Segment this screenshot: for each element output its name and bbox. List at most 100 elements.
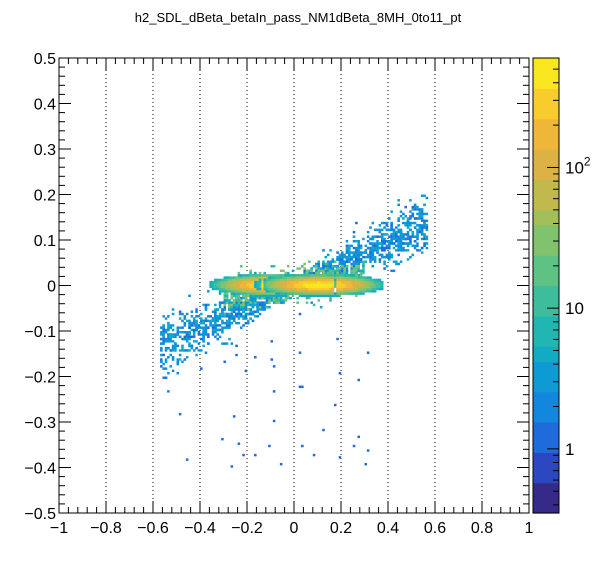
heatmap-cell	[192, 328, 196, 332]
heatmap-cell	[425, 226, 429, 229]
heatmap-cell	[232, 303, 236, 307]
heatmap-cell	[242, 274, 245, 277]
heatmap-cell	[416, 244, 419, 248]
heatmap-cell	[336, 269, 339, 273]
heatmap-cell	[380, 255, 384, 259]
heatmap-cell	[369, 251, 372, 254]
heatmap-cell	[202, 331, 205, 334]
heatmap-cell	[232, 276, 236, 279]
heatmap-cell	[209, 315, 212, 318]
heatmap-cell	[261, 296, 264, 300]
heatmap-cell	[371, 253, 375, 257]
heatmap-cell	[317, 299, 321, 302]
heatmap-cell	[359, 292, 363, 295]
heatmap-cell	[279, 292, 283, 295]
heatmap-cell	[326, 294, 330, 298]
heatmap-cell	[420, 251, 424, 254]
heatmap-cell	[230, 312, 234, 316]
heatmap-cell	[324, 285, 328, 288]
heatmap-cell	[249, 310, 252, 313]
heatmap-cell	[338, 280, 342, 284]
heatmap-cell	[272, 301, 276, 304]
heatmap-cell	[237, 442, 241, 445]
color-bar-segment	[533, 376, 559, 393]
heatmap-cell	[244, 315, 248, 318]
heatmap-cell	[207, 303, 210, 307]
heatmap-cell	[322, 287, 325, 291]
y-tick-label: −0.5	[24, 506, 56, 523]
heatmap-cell	[352, 246, 356, 250]
heatmap-cell	[390, 242, 393, 245]
heatmap-cell	[237, 271, 241, 275]
heatmap-cell	[291, 285, 295, 288]
heatmap-cell	[333, 276, 337, 279]
heatmap-cell	[411, 253, 415, 257]
heatmap-cell	[183, 337, 187, 341]
heatmap-cell	[277, 296, 281, 300]
heatmap-cell	[188, 294, 191, 298]
heatmap-cell	[209, 319, 212, 323]
heatmap-cell	[286, 280, 290, 284]
heatmap-cell	[268, 290, 271, 293]
heatmap-cell	[322, 285, 325, 288]
heatmap-cell	[230, 321, 234, 325]
heatmap-cell	[244, 274, 248, 277]
heatmap-cell	[181, 326, 184, 329]
heatmap-cell	[366, 230, 370, 234]
heatmap-cell	[388, 228, 391, 232]
heatmap-cell	[164, 340, 168, 343]
heatmap-cell	[265, 283, 269, 286]
heatmap-cell	[242, 285, 245, 288]
heatmap-cell	[423, 242, 426, 245]
heatmap-cell	[301, 276, 304, 279]
heatmap-cell	[317, 269, 321, 273]
heatmap-cell	[303, 278, 306, 282]
heatmap-cell	[364, 283, 368, 286]
heatmap-cell	[319, 269, 323, 273]
heatmap-cell	[221, 342, 224, 345]
heatmap-cell	[204, 326, 208, 329]
heatmap-cell	[254, 283, 257, 286]
heatmap-cell	[275, 299, 278, 302]
heatmap-cell	[371, 265, 375, 268]
heatmap-cell	[383, 221, 386, 225]
heatmap-cell	[341, 269, 344, 273]
heatmap-cell	[371, 235, 375, 238]
heatmap-cell	[237, 276, 241, 279]
heatmap-cell	[195, 308, 198, 311]
heatmap-cell	[214, 280, 217, 284]
heatmap-cell	[345, 285, 349, 288]
heatmap-cell	[225, 321, 229, 325]
heatmap-cell	[239, 301, 243, 304]
heatmap-cell	[214, 335, 217, 339]
heatmap-cell	[350, 280, 353, 284]
heatmap-cell	[388, 235, 391, 238]
heatmap-cell	[390, 228, 393, 232]
heatmap-cell	[275, 276, 278, 279]
heatmap-cell	[160, 326, 163, 329]
heatmap-cell	[373, 235, 377, 238]
heatmap-cell	[343, 292, 346, 295]
heatmap-cell	[296, 290, 299, 293]
heatmap-cell	[294, 274, 297, 277]
heatmap-cell	[218, 315, 222, 318]
heatmap-cell	[258, 274, 262, 277]
heatmap-cell	[204, 333, 208, 336]
heatmap-cell	[355, 283, 358, 286]
heatmap-cell	[244, 305, 248, 309]
heatmap-cell	[305, 278, 309, 282]
heatmap-cell	[416, 237, 419, 241]
heatmap-cell	[312, 278, 316, 282]
heatmap-cell	[392, 235, 396, 238]
heatmap-cell	[378, 280, 382, 284]
heatmap-cell	[244, 276, 248, 279]
heatmap-cell	[305, 294, 309, 298]
heatmap-cell	[406, 224, 410, 227]
heatmap-cell	[376, 251, 379, 254]
heatmap-cell	[282, 285, 285, 288]
heatmap-cell	[256, 296, 259, 300]
heatmap-cell	[251, 312, 255, 316]
heatmap-cell	[399, 240, 403, 243]
heatmap-cell	[286, 287, 290, 291]
heatmap-cell	[418, 210, 422, 213]
